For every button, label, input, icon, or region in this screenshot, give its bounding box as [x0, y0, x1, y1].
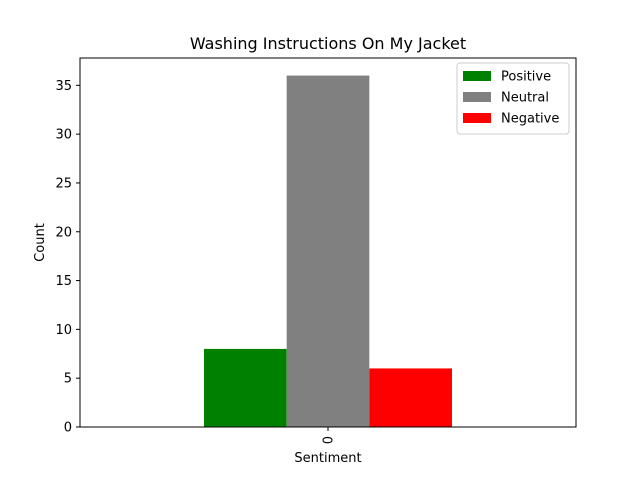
bars-layer — [204, 75, 452, 428]
chart-title: Washing Instructions On My Jacket — [190, 34, 466, 53]
y-axis-label: Count — [33, 223, 48, 262]
x-axis: 0 — [322, 427, 337, 444]
legend-swatch-positive — [463, 71, 491, 81]
y-tick-label: 20 — [55, 225, 72, 240]
y-tick-label: 5 — [64, 372, 72, 387]
legend: Positive Neutral Negative — [456, 62, 570, 135]
legend-label-neutral: Neutral — [501, 91, 549, 106]
legend-swatch-negative — [463, 113, 491, 123]
bar-neutral — [286, 75, 370, 428]
legend-label-positive: Positive — [501, 70, 551, 85]
x-tick-label: 0 — [322, 436, 337, 444]
plot-frame — [79, 57, 577, 428]
y-tick-label: 10 — [55, 323, 72, 338]
y-tick-label: 15 — [55, 274, 72, 289]
x-axis-label: Sentiment — [294, 451, 361, 466]
y-tick-label: 25 — [55, 176, 72, 191]
y-axis: 0 5 10 15 20 25 30 35 — [55, 79, 80, 436]
y-tick-label: 0 — [64, 421, 72, 436]
legend-swatch-neutral — [463, 92, 491, 102]
y-tick-label: 35 — [55, 79, 72, 94]
y-tick-label: 30 — [55, 128, 72, 143]
bar-negative — [369, 368, 452, 427]
bar-positive — [204, 348, 287, 427]
legend-label-negative: Negative — [501, 112, 559, 127]
